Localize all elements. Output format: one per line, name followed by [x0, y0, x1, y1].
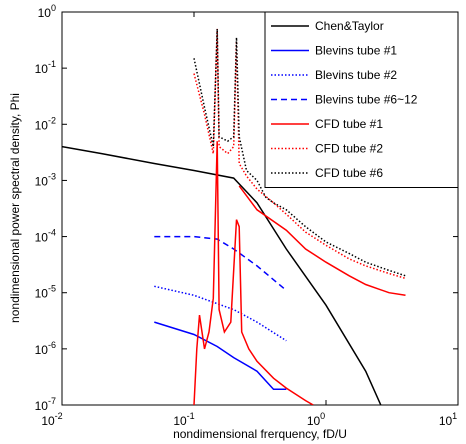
tick-exp: 0: [320, 411, 325, 421]
tick-base: 10: [35, 231, 49, 245]
legend-label: Blevins tube #2: [315, 68, 397, 82]
legend-label: Chen&Taylor: [315, 19, 384, 33]
tick-exp: -5: [48, 284, 56, 294]
tick-exp: -1: [48, 59, 56, 69]
tick-base: 10: [173, 414, 187, 428]
tick-exp: -7: [48, 396, 56, 406]
tick-base: 10: [439, 414, 453, 428]
tick-label: 100: [38, 3, 56, 20]
x-axis-label: nondimensional frerquency, fD/U: [173, 427, 347, 441]
legend-label: Blevins tube #1: [315, 44, 397, 58]
tick-label: 10-3: [35, 171, 56, 188]
plot-frame: [61, 11, 459, 406]
tick-exp: -1: [187, 411, 195, 421]
tick-exp: -3: [48, 171, 56, 181]
tick-label: 10-1: [35, 59, 56, 76]
tick-exp: -2: [48, 115, 56, 125]
tick-base: 10: [35, 399, 49, 413]
tick-label: 10-6: [35, 340, 56, 357]
series-line: [62, 145, 382, 405]
legend-box: [264, 11, 459, 188]
legend-label: Blevins tube #6~12: [315, 93, 418, 107]
tick-exp: -4: [48, 228, 56, 238]
tick-exp: -2: [55, 411, 63, 421]
tick-base: 10: [38, 6, 52, 20]
series-line: [154, 235, 287, 291]
y-axis-label: nondimensional power spectral density, P…: [8, 93, 22, 323]
series-line: [154, 321, 287, 391]
tick-exp: -6: [48, 340, 56, 350]
tick-label: 10-2: [41, 411, 62, 428]
tick-base: 10: [35, 118, 49, 132]
legend-label: CFD tube #6: [315, 166, 383, 180]
series-line: [193, 28, 406, 280]
tick-exp: 0: [51, 3, 56, 13]
tick-base: 10: [35, 62, 49, 76]
tick-label: 10-5: [35, 284, 56, 301]
tick-label: 10-4: [35, 228, 56, 245]
tick-base: 10: [41, 414, 55, 428]
tick-label: 100: [307, 411, 325, 428]
tick-base: 10: [307, 414, 321, 428]
tick-base: 10: [35, 174, 49, 188]
tick-label: 10-7: [35, 396, 56, 413]
tick-label: 10-2: [35, 115, 56, 132]
legend-label: CFD tube #2: [315, 142, 383, 156]
series-line: [193, 141, 406, 405]
tick-base: 10: [35, 287, 49, 301]
tick-base: 10: [35, 343, 49, 357]
legend-label: CFD tube #1: [315, 117, 383, 131]
tick-label: 101: [439, 411, 457, 428]
tick-label: 10-1: [173, 411, 194, 428]
tick-exp: 1: [452, 411, 457, 421]
